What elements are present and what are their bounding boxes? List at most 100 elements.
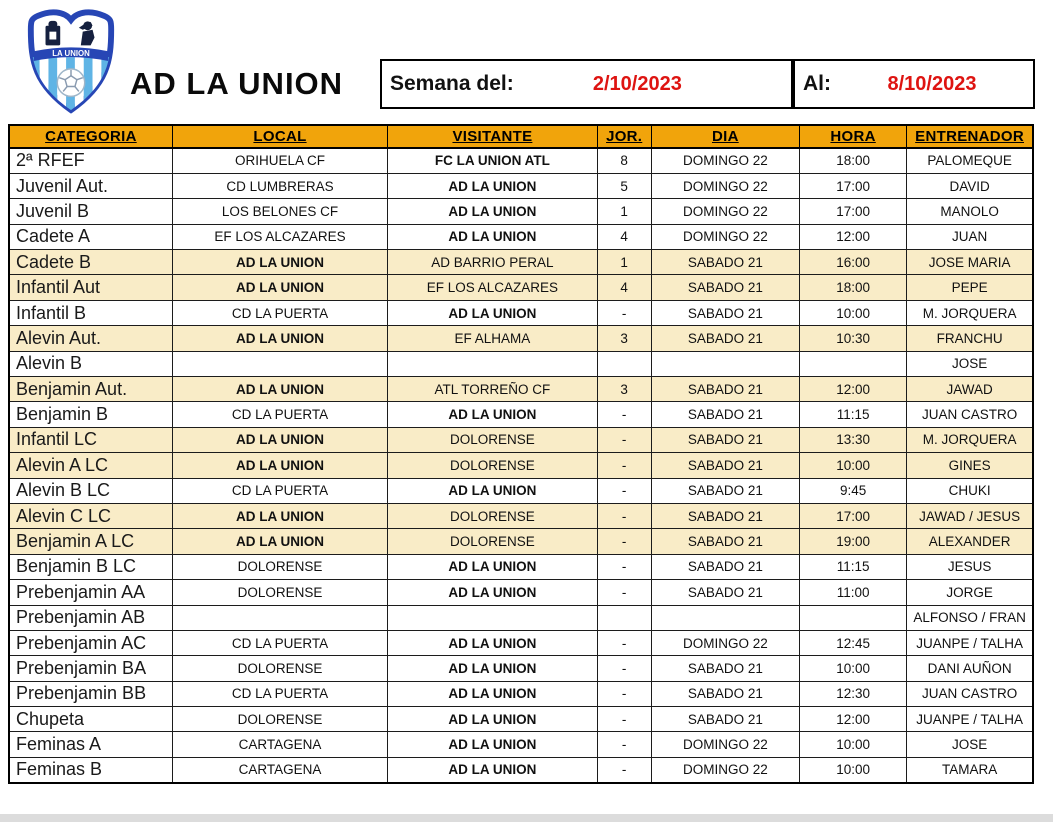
table-row: Alevin C LC AD LA UNION DOLORENSE - SABADO 2… [8,502,1034,530]
table-row: Benjamin A LC AD LA UNION DOLORENSE - SABADO… [8,528,1034,555]
cell-categoria: Prebenjamin AA [8,579,173,606]
cell-local: CARTAGENA [171,731,389,758]
cell-jor: - [596,629,652,657]
cell-hora: 18:00 [798,274,908,301]
table-row: Prebenjamin AC CD LA PUERTA AD LA UNION - DO… [8,629,1034,657]
cell-jor: 3 [596,376,652,403]
club-crest-logo: LA UNION [22,6,120,122]
cell-hora: 18:00 [798,147,908,174]
cell-entrenador: JESUS [906,553,1034,581]
cell-visitante: AD LA UNION [387,579,598,606]
cell-local: CD LA PUERTA [171,477,389,504]
cell-entrenador: JUAN CASTRO [906,680,1034,708]
cell-dia: SABADO 21 [650,274,801,301]
table-row: Chupeta DOLORENSE AD LA UNION - SABADO 21 12:… [8,706,1034,733]
cell-local: CD LUMBRERAS [171,172,389,200]
cell-entrenador: JOSE MARIA [906,249,1034,276]
cell-local: AD LA UNION [171,274,389,301]
cell-dia: SABADO 21 [650,401,801,428]
cell-visitante: AD LA UNION [387,172,598,200]
column-header-visitante: VISITANTE [387,124,598,149]
cell-local: AD LA UNION [171,502,389,530]
column-header-entrenador: ENTRENADOR [906,124,1034,149]
cell-local: DOLORENSE [171,706,389,733]
cell-dia: SABADO 21 [650,249,801,276]
cell-visitante: FC LA UNION ATL [387,147,598,174]
cell-jor: 8 [596,147,652,174]
cell-entrenador: M. JORQUERA [906,426,1034,454]
cell-dia: DOMINGO 22 [650,198,801,225]
table-row: Benjamin B LC DOLORENSE AD LA UNION - SABADO… [8,553,1034,581]
cell-visitante [387,350,598,378]
cell-categoria: Cadete B [8,249,173,276]
cell-dia: SABADO 21 [650,325,801,352]
cell-entrenador: PALOMEQUE [906,147,1034,174]
cell-dia: SABADO 21 [650,553,801,581]
cell-visitante: AD LA UNION [387,477,598,504]
cell-jor: - [596,680,652,708]
cell-categoria: Prebenjamin BA [8,655,173,682]
cell-local: EF LOS ALCAZARES [171,223,389,251]
cell-categoria: Benjamin A LC [8,528,173,555]
cell-visitante: EF LOS ALCAZARES [387,274,598,301]
cell-dia: DOMINGO 22 [650,629,801,657]
cell-dia: DOMINGO 22 [650,756,801,784]
cell-jor: - [596,731,652,758]
cell-entrenador: M. JORQUERA [906,299,1034,327]
cell-hora: 9:45 [798,477,908,504]
cell-categoria: Feminas A [8,731,173,758]
cell-categoria: Feminas B [8,756,173,784]
schedule-table: CATEGORIA LOCAL VISITANTE JOR. DIA HORA ENTREN… [8,124,1034,784]
cell-entrenador: ALEXANDER [906,528,1034,555]
cell-entrenador: JUANPE / TALHA [906,706,1034,733]
column-header-jor: JOR. [596,124,652,149]
cell-local: CD LA PUERTA [171,629,389,657]
cell-jor: 4 [596,274,652,301]
cell-hora: 16:00 [798,249,908,276]
cell-visitante: AD LA UNION [387,401,598,428]
cell-categoria: 2ª RFEF [8,147,173,174]
cell-entrenador: DAVID [906,172,1034,200]
cell-local: ORIHUELA CF [171,147,389,174]
cell-hora: 11:00 [798,579,908,606]
cell-categoria: Prebenjamin AB [8,604,173,631]
cell-hora: 17:00 [798,172,908,200]
cell-hora: 12:00 [798,223,908,251]
cell-entrenador: JORGE [906,579,1034,606]
cell-local [171,350,389,378]
cell-jor: - [596,477,652,504]
cell-entrenador: DANI AUÑON [906,655,1034,682]
cell-entrenador: JUAN CASTRO [906,401,1034,428]
cell-entrenador: JAWAD / JESUS [906,502,1034,530]
cell-categoria: Juvenil B [8,198,173,225]
logo-emblems [45,20,95,46]
cell-visitante [387,604,598,631]
table-row: Benjamin Aut. AD LA UNION ATL TORREÑO CF 3 S… [8,376,1034,403]
cell-dia: DOMINGO 22 [650,172,801,200]
cell-jor: - [596,579,652,606]
table-row: Benjamin B CD LA PUERTA AD LA UNION - SABADO… [8,401,1034,428]
cell-local: AD LA UNION [171,426,389,454]
cell-dia [650,604,801,631]
cell-jor: 3 [596,325,652,352]
cell-hora: 19:00 [798,528,908,555]
table-row: Alevin A LC AD LA UNION DOLORENSE - SABADO 2… [8,452,1034,479]
cell-jor: - [596,299,652,327]
table-row: 2ª RFEF ORIHUELA CF FC LA UNION ATL 8 DOMING… [8,147,1034,174]
table-row: Prebenjamin BB CD LA PUERTA AD LA UNION - SA… [8,680,1034,708]
cell-hora: 11:15 [798,553,908,581]
cell-hora: 12:45 [798,629,908,657]
cell-jor: 4 [596,223,652,251]
table-row: Infantil B CD LA PUERTA AD LA UNION - SABADO… [8,299,1034,327]
cell-dia: DOMINGO 22 [650,223,801,251]
cell-dia [650,350,801,378]
cell-local: DOLORENSE [171,655,389,682]
column-header-categoria: CATEGORIA [8,124,173,149]
cell-dia: SABADO 21 [650,426,801,454]
cell-jor: - [596,756,652,784]
football-icon [56,68,86,98]
week-to-date: 8/10/2023 [887,72,977,95]
cell-visitante: DOLORENSE [387,426,598,454]
table-row: Cadete A EF LOS ALCAZARES AD LA UNION 4 DOMI… [8,223,1034,251]
cell-hora [798,350,908,378]
